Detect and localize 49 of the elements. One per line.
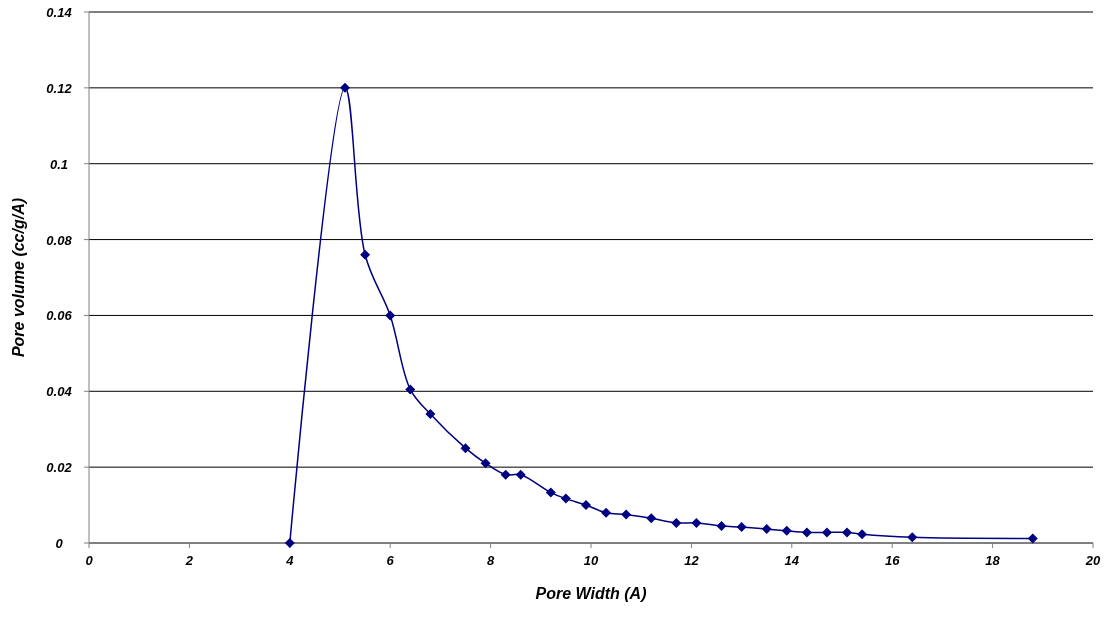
point [480,458,491,469]
x-tick-label: 18 [985,553,1001,568]
point [545,487,556,498]
point [1027,533,1038,544]
y-tick-label: 0.14 [46,5,73,20]
y-tick-label: 0.1 [49,156,69,172]
point [716,520,727,531]
point [781,525,792,536]
y-tick-label: 0.02 [46,460,73,476]
x-tick-label: 12 [684,553,700,568]
x-tick-label: 8 [486,553,495,568]
point [405,384,416,395]
x-axis-title: Pore Width (A) [535,585,647,602]
point [284,538,295,548]
point [761,523,772,534]
x-tick-label: 2 [184,553,194,568]
y-tick-label: 0.06 [46,308,73,324]
y-tick-label: 0 [55,536,64,551]
y-tick-label: 0.04 [46,384,73,400]
point [842,527,853,538]
point [736,522,747,533]
x-tick-label: 0 [85,553,94,568]
x-tick-label: 6 [386,553,395,568]
point [671,517,682,528]
x-tick-label: 20 [1084,553,1101,568]
y-axis-title: Pore volume (cc/g/A) [10,197,27,358]
point [646,513,657,524]
point [385,310,396,321]
point [460,443,471,454]
point [340,82,351,93]
point [580,500,591,511]
point [500,469,511,480]
x-tick-label: 4 [285,553,295,568]
x-tick-label: 10 [583,553,599,568]
point [621,509,632,520]
point [601,507,612,518]
point [857,529,868,540]
point [907,532,918,543]
x-tick-label: 14 [784,553,800,568]
y-tick-label: 0.08 [46,232,73,248]
point [691,517,702,528]
point [801,527,812,538]
point [515,469,526,480]
point [821,527,832,538]
point [560,493,571,504]
point [360,249,371,260]
y-tick-label: 0.12 [46,80,73,96]
x-tick-label: 16 [884,553,901,568]
point [425,409,436,420]
